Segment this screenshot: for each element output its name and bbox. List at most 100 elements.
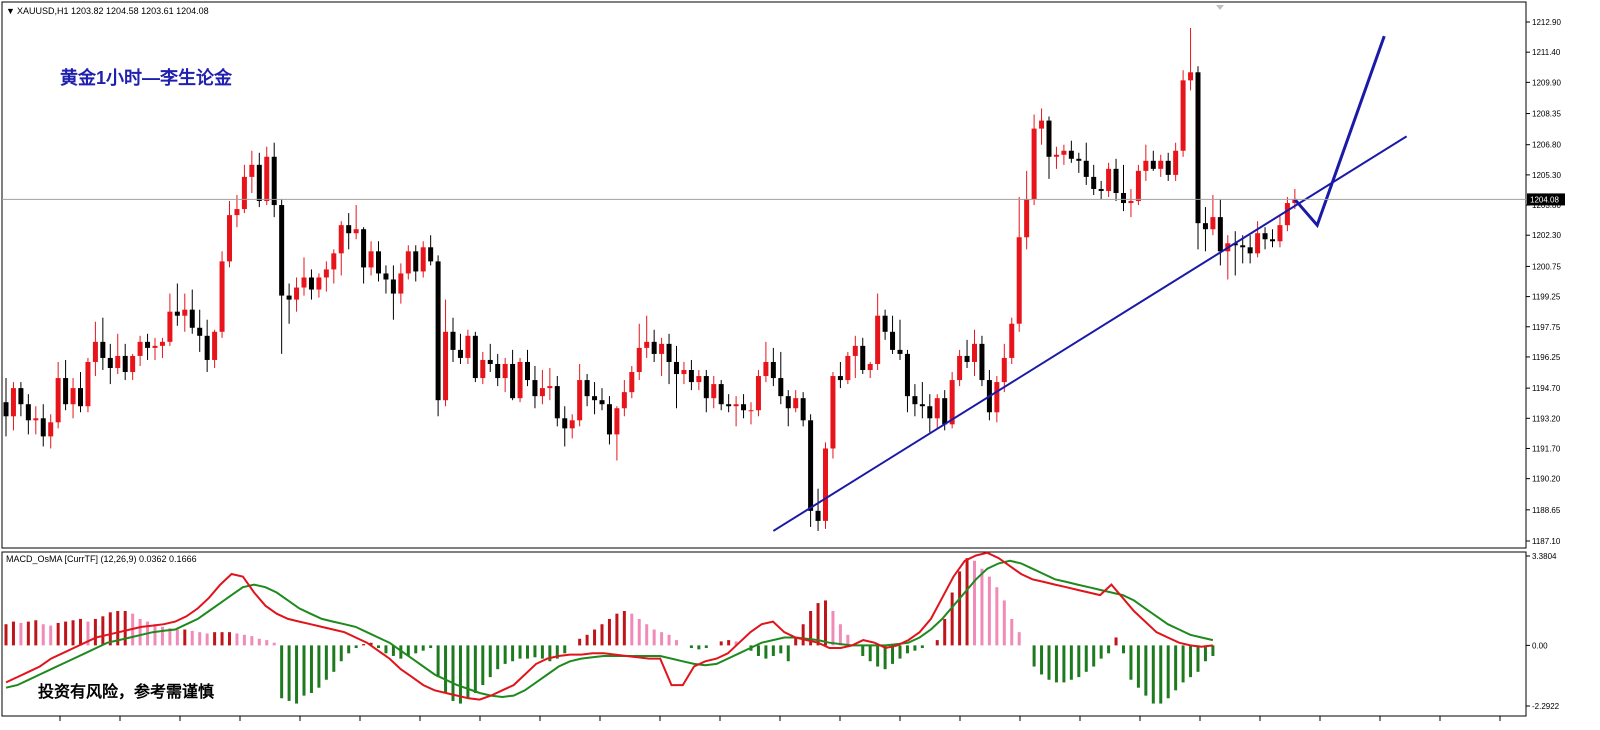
candle-body — [145, 341, 151, 348]
candle-body — [823, 448, 828, 521]
candle-body — [867, 363, 873, 371]
candle-body — [3, 402, 9, 417]
candle-body — [830, 376, 836, 449]
candle-body — [1046, 120, 1052, 157]
candle-body — [837, 376, 843, 381]
candle-body — [577, 380, 583, 421]
candle-body — [681, 370, 687, 375]
candle-body — [1091, 176, 1097, 189]
candle-body — [629, 372, 635, 393]
candle-body — [1284, 203, 1290, 226]
macd-histogram — [4, 558, 1215, 704]
price-tick-label: 1196.25 — [1532, 353, 1561, 362]
candle-body — [1068, 150, 1074, 159]
candle-body — [174, 311, 180, 316]
candle-body — [435, 261, 441, 401]
candle-body — [115, 355, 121, 368]
candle-body — [413, 251, 419, 272]
main-chart-frame — [1, 1, 1527, 549]
candle-body — [569, 420, 575, 429]
candle-body — [420, 247, 426, 272]
candle-body — [592, 396, 598, 401]
candle-body — [726, 404, 732, 407]
candle-body — [703, 376, 709, 399]
last-price-label: 1204.08 — [1530, 195, 1559, 204]
candle-body — [241, 176, 247, 210]
candle-body — [40, 418, 46, 437]
candle-body — [1083, 160, 1089, 177]
candle-body — [1135, 170, 1141, 202]
candle-body — [1016, 237, 1022, 324]
candle-body — [63, 378, 69, 405]
candle-body — [33, 418, 39, 421]
candle-body — [182, 309, 188, 316]
drawn-trendlines[interactable] — [772, 35, 1408, 532]
candle-body — [189, 309, 195, 328]
triangle-down-icon[interactable]: ▼ — [6, 6, 15, 16]
candle-body — [875, 315, 881, 364]
candle-body — [957, 355, 963, 381]
price-tick-label: 1212.90 — [1532, 18, 1561, 27]
candle-body — [1247, 247, 1253, 254]
candle-body — [249, 164, 255, 177]
candle-body — [279, 205, 285, 296]
price-tick-label: 1206.80 — [1532, 141, 1561, 150]
candle-body — [70, 388, 76, 405]
candle-body — [137, 341, 143, 356]
candle-body — [495, 363, 501, 379]
candle-body — [532, 380, 538, 397]
candle-body — [443, 331, 449, 401]
candle-body — [1180, 80, 1186, 151]
price-tick-label: 1202.30 — [1532, 231, 1561, 240]
candle-body — [472, 335, 478, 379]
candle-body — [361, 229, 367, 268]
candle-body — [800, 398, 806, 421]
candle-body — [48, 422, 54, 437]
candle-body — [1121, 192, 1126, 204]
candle-body — [644, 341, 650, 348]
candle-body — [1262, 233, 1268, 240]
candle-body — [1039, 120, 1045, 129]
candle-body — [897, 349, 903, 354]
candle-body — [1053, 154, 1059, 157]
candle-body — [323, 269, 329, 278]
candle-body — [1202, 223, 1208, 230]
support-trendline — [772, 135, 1408, 532]
price-tick-label: 1197.75 — [1532, 323, 1561, 332]
macd-lines — [5, 551, 1214, 701]
candle-body — [1195, 72, 1201, 224]
candle-body — [912, 396, 918, 405]
candle-body — [636, 347, 642, 373]
candle-body — [1165, 160, 1171, 175]
candle-body — [502, 363, 508, 379]
candle-body — [1098, 188, 1104, 191]
candle-body — [882, 315, 888, 332]
candle-body — [316, 277, 322, 290]
price-tick-label: 1188.65 — [1532, 506, 1561, 515]
candle-body — [584, 380, 590, 397]
candle-body — [994, 382, 1000, 413]
price-tick-label: 1205.30 — [1532, 171, 1561, 180]
price-tick-label: 1211.40 — [1532, 48, 1561, 57]
candle-body — [286, 295, 292, 300]
candle-body — [167, 311, 173, 342]
candle-body — [487, 359, 493, 364]
candle-body — [1031, 128, 1037, 200]
candle-body — [152, 345, 158, 348]
candle-body — [1150, 160, 1156, 169]
macd-axis: 3.3804 0.00 -2.2922 — [1526, 552, 1560, 711]
candle-body — [1270, 239, 1275, 242]
symbol-info: XAUUSD,H1 1203.82 1204.58 1203.61 1204.0… — [17, 6, 209, 16]
candle-body — [1255, 233, 1261, 254]
candle-body — [711, 384, 717, 399]
candle-body — [934, 398, 940, 419]
candle-body — [100, 341, 106, 358]
candle-body — [107, 357, 113, 368]
candle-body — [256, 164, 262, 202]
scroll-marker-icon[interactable] — [1216, 5, 1224, 10]
candle-body — [890, 331, 896, 350]
price-tick-label: 1194.70 — [1532, 384, 1561, 393]
price-axis: 1212.90 1211.40 1209.90 1208.35 1206.80 1205.… — [1526, 18, 1561, 546]
candle-body — [55, 378, 61, 423]
candle-body — [815, 510, 821, 521]
